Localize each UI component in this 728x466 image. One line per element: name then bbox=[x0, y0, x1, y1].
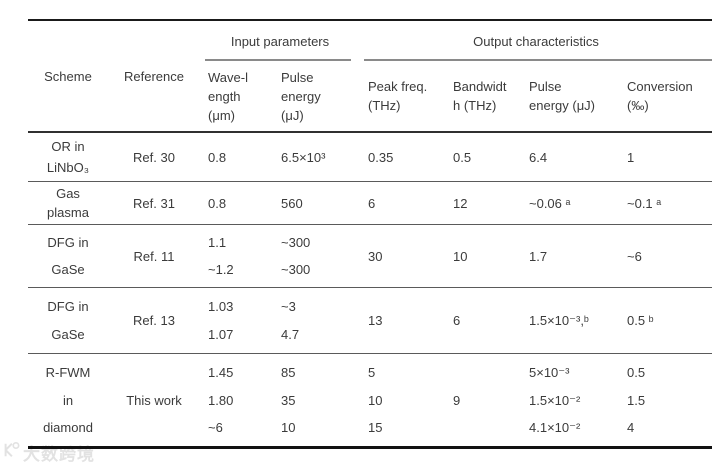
cell-peak-freq: 30 bbox=[368, 248, 383, 264]
cell-pulse-energy-in: 560 bbox=[281, 195, 303, 211]
column-header-pulse-energy-out: Pulse energy (μJ) bbox=[529, 79, 596, 113]
cell-conversion: 0.5 1.5 4 bbox=[627, 365, 646, 435]
table-row: OR in LiNbO₃ Ref. 30 0.8 6.5×10³ 0.35 0.… bbox=[28, 133, 712, 182]
group-header-input-parameters: Input parameters bbox=[200, 21, 360, 61]
cell-wavelength: 0.8 bbox=[208, 149, 227, 165]
group-header-output-characteristics: Output characteristics bbox=[360, 21, 712, 61]
table-row: DFG in GaSe Ref. 11 1.1 ~1.2 ~300 ~300 3… bbox=[28, 225, 712, 288]
watermark: 大数跨境 bbox=[2, 440, 95, 465]
column-header-conversion: Conversion (‰) bbox=[627, 79, 693, 113]
column-header-peak-freq: Peak freq. (THz) bbox=[368, 79, 428, 113]
cell-bandwidth: 10 bbox=[453, 248, 468, 264]
cell-conversion: 0.5 ᵇ bbox=[627, 313, 654, 328]
cell-pulse-energy-in: 6.5×10³ bbox=[281, 149, 326, 165]
cell-pulse-energy-out: 1.7 bbox=[529, 248, 548, 264]
table-row: DFG in GaSe Ref. 13 1.03 1.07 ~3 4.7 13 … bbox=[28, 288, 712, 354]
cell-conversion: 1 bbox=[627, 149, 635, 165]
cell-wavelength: 1.1 ~1.2 bbox=[208, 235, 234, 277]
cell-peak-freq: 6 bbox=[368, 195, 376, 211]
column-header-pulse-energy-in: Pulse energy (μJ) bbox=[281, 69, 321, 123]
cell-wavelength: 0.8 bbox=[208, 195, 227, 211]
cell-wavelength: 1.03 1.07 bbox=[208, 299, 234, 342]
cell-reference: Ref. 30 bbox=[133, 149, 175, 165]
column-header-scheme: Scheme bbox=[44, 68, 92, 84]
table-row: R-FWM in diamond This work 1.45 1.80 ~6 … bbox=[28, 354, 712, 446]
cell-reference: Ref. 13 bbox=[133, 313, 175, 328]
column-header-bandwidth: Bandwidt h (THz) bbox=[453, 79, 507, 113]
cell-wavelength: 1.45 1.80 ~6 bbox=[208, 365, 234, 435]
cell-peak-freq: 5 10 15 bbox=[368, 365, 383, 435]
cell-reference: Ref. 31 bbox=[133, 195, 175, 211]
cell-scheme: DFG in GaSe bbox=[47, 299, 89, 342]
watermark-text: 大数跨境 bbox=[23, 445, 95, 464]
cell-scheme: OR in LiNbO₃ bbox=[46, 138, 90, 176]
table-header: Scheme Reference Input parameters Output… bbox=[28, 21, 712, 133]
cell-pulse-energy-in: 85 35 10 bbox=[281, 365, 296, 435]
cell-bandwidth: 0.5 bbox=[453, 149, 472, 165]
cell-bandwidth: 6 bbox=[453, 313, 461, 328]
cell-pulse-energy-out: ~0.06 ᵃ bbox=[529, 195, 571, 211]
comparison-table: Scheme Reference Input parameters Output… bbox=[28, 19, 712, 449]
cell-conversion: ~0.1 ᵃ bbox=[627, 195, 662, 211]
cell-pulse-energy-out: 6.4 bbox=[529, 149, 548, 165]
cell-bandwidth: 9 bbox=[453, 392, 461, 408]
cell-pulse-energy-in: ~300 ~300 bbox=[281, 235, 311, 277]
cell-peak-freq: 0.35 bbox=[368, 149, 394, 165]
column-header-wavelength: Wave-l ength (μm) bbox=[208, 69, 248, 123]
cell-scheme: Gas plasma bbox=[47, 185, 89, 221]
cell-reference: Ref. 11 bbox=[133, 248, 175, 264]
cell-pulse-energy-out: 5×10⁻³ 1.5×10⁻² 4.1×10⁻² bbox=[529, 365, 581, 435]
cell-pulse-energy-in: ~3 4.7 bbox=[281, 299, 300, 342]
cell-scheme: R-FWM in diamond bbox=[43, 365, 93, 435]
cell-reference: This work bbox=[126, 392, 182, 408]
cell-conversion: ~6 bbox=[627, 248, 642, 264]
cell-pulse-energy-out: 1.5×10⁻³,ᵇ bbox=[529, 313, 589, 328]
table-row: Gas plasma Ref. 31 0.8 560 6 12 ~0.06 ᵃ bbox=[28, 182, 712, 225]
cell-scheme: DFG in GaSe bbox=[47, 235, 89, 277]
column-header-reference: Reference bbox=[124, 68, 184, 84]
cell-bandwidth: 12 bbox=[453, 195, 468, 211]
cell-peak-freq: 13 bbox=[368, 313, 383, 328]
watermark-logo-icon bbox=[2, 441, 20, 464]
